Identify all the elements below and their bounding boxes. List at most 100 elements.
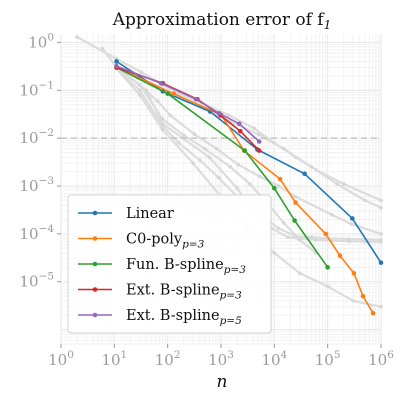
legend-label: C0-polyp=3 bbox=[126, 232, 205, 251]
background-series-point bbox=[276, 184, 281, 188]
y-tick-label: 10−5 bbox=[19, 271, 54, 291]
background-series-point bbox=[137, 83, 142, 87]
background-series-point bbox=[276, 226, 281, 231]
x-axis: 100 101 102 103 104 105 106 bbox=[48, 344, 394, 369]
series-point bbox=[351, 271, 357, 276]
background-series-point bbox=[379, 304, 383, 309]
x-tick-label: 100 bbox=[48, 349, 74, 369]
background-series-point bbox=[335, 182, 339, 186]
background-series-point bbox=[214, 146, 219, 151]
background-series-point bbox=[197, 158, 202, 162]
background-series-point bbox=[272, 251, 277, 255]
background-series-point bbox=[203, 146, 207, 151]
background-series-point bbox=[330, 213, 334, 217]
x-tick-label: 105 bbox=[315, 349, 341, 369]
legend-marker bbox=[92, 261, 98, 267]
background-series-point bbox=[281, 146, 286, 151]
x-tick-label: 101 bbox=[101, 349, 127, 369]
background-series-point bbox=[379, 206, 383, 210]
x-axis-label: n bbox=[217, 372, 228, 392]
background-series-point bbox=[349, 222, 354, 226]
series-point bbox=[360, 293, 366, 299]
background-series-point bbox=[155, 99, 160, 103]
background-series-point bbox=[100, 46, 105, 51]
background-series-point bbox=[379, 198, 383, 203]
background-series-point bbox=[379, 238, 383, 242]
series-point bbox=[277, 176, 283, 182]
series-point bbox=[256, 148, 262, 153]
background-series-point bbox=[137, 93, 142, 97]
legend-marker bbox=[92, 210, 98, 216]
background-series-point bbox=[137, 88, 142, 93]
chart-title: Approximation error of f1 bbox=[112, 10, 331, 32]
series-point bbox=[237, 128, 243, 134]
background-series-point bbox=[191, 161, 195, 165]
series-point bbox=[370, 310, 376, 316]
background-series-point bbox=[176, 91, 181, 96]
series-point bbox=[378, 260, 384, 265]
background-series-point bbox=[144, 88, 149, 93]
background-series-point bbox=[236, 162, 240, 167]
series-point bbox=[158, 80, 164, 86]
background-series-point bbox=[75, 35, 79, 39]
x-tick-label: 104 bbox=[261, 349, 287, 369]
background-series-point bbox=[297, 271, 302, 276]
y-tick-label: 100 bbox=[28, 31, 54, 51]
y-tick-label: 10−2 bbox=[19, 127, 54, 147]
background-series-point bbox=[248, 182, 252, 186]
background-series-point bbox=[160, 117, 165, 121]
y-tick-label: 10−1 bbox=[19, 79, 54, 99]
background-series-point bbox=[257, 174, 261, 179]
background-series-point bbox=[297, 238, 302, 242]
series-point bbox=[325, 265, 330, 270]
series-point bbox=[337, 253, 343, 258]
series-layer bbox=[114, 59, 384, 316]
series-point bbox=[293, 200, 298, 205]
series-point bbox=[216, 111, 222, 116]
series-4 bbox=[114, 63, 262, 144]
x-tick-label: 102 bbox=[155, 349, 181, 369]
series-point bbox=[165, 91, 170, 96]
background-series-point bbox=[160, 127, 165, 132]
background-series-point bbox=[363, 198, 367, 203]
series-point bbox=[256, 139, 262, 144]
background-series-line bbox=[115, 66, 382, 243]
series-point bbox=[350, 216, 355, 221]
legend-marker bbox=[92, 287, 98, 292]
series-line bbox=[116, 66, 329, 268]
background-series-point bbox=[139, 70, 144, 74]
background-series-point bbox=[192, 132, 197, 137]
background-series-point bbox=[235, 186, 239, 191]
background-series-point bbox=[281, 221, 286, 225]
y-tick-label: 10−4 bbox=[19, 223, 54, 243]
background-series-point bbox=[351, 298, 355, 303]
background-series-point bbox=[176, 140, 181, 145]
legend-label: Fun. B-splinep=3 bbox=[126, 257, 246, 276]
series-point bbox=[193, 96, 199, 102]
legend-marker bbox=[92, 312, 98, 318]
legend: Linear C0-polyp=3 Fun. B-splinep=3 Ext. B-s… bbox=[67, 194, 272, 334]
background-series-point bbox=[216, 175, 221, 180]
series-point bbox=[323, 231, 329, 237]
x-tick-label: 106 bbox=[368, 349, 394, 369]
background-series-point bbox=[168, 113, 173, 118]
legend-label: Linear bbox=[126, 206, 174, 222]
legend-box bbox=[67, 194, 272, 334]
background-series-point bbox=[309, 235, 314, 240]
series-point bbox=[302, 171, 307, 177]
background-series-point bbox=[293, 234, 298, 238]
background-series-point bbox=[341, 182, 346, 186]
background-series-point bbox=[252, 126, 257, 131]
background-series-point bbox=[286, 235, 290, 240]
background-series-point bbox=[226, 113, 231, 118]
series-2 bbox=[114, 65, 330, 270]
series-point bbox=[114, 59, 119, 64]
series-point bbox=[236, 121, 242, 127]
series-point bbox=[292, 218, 297, 223]
x-tick-label: 103 bbox=[208, 349, 234, 369]
series-point bbox=[114, 63, 119, 69]
background-series-point bbox=[314, 238, 318, 242]
background-series-point bbox=[379, 232, 383, 236]
legend-label: Ext. B-splinep=5 bbox=[126, 308, 242, 327]
